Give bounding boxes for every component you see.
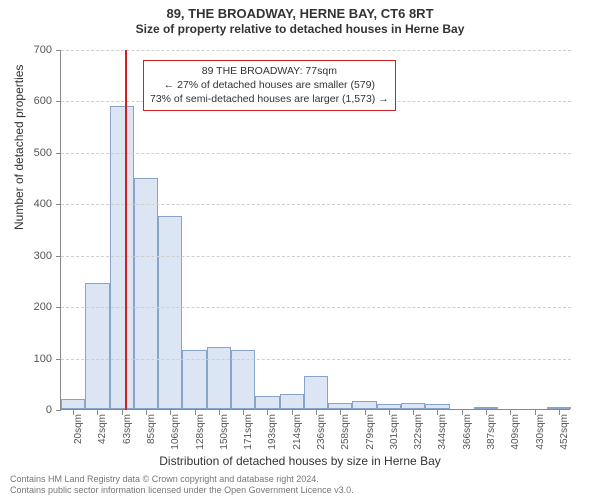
title-line1: 89, THE BROADWAY, HERNE BAY, CT6 8RT — [0, 6, 600, 22]
info-box: 89 THE BROADWAY: 77sqm ← 27% of detached… — [143, 60, 396, 111]
histogram-bar — [280, 394, 304, 409]
histogram-bar — [425, 404, 449, 409]
y-tick-mark — [56, 410, 61, 411]
histogram-bar — [304, 376, 328, 409]
chart-container: 89, THE BROADWAY, HERNE BAY, CT6 8RT Siz… — [0, 0, 600, 500]
y-tick-label: 0 — [0, 404, 52, 416]
histogram-bar — [61, 399, 85, 409]
y-tick-mark — [56, 204, 61, 205]
histogram-bar — [255, 396, 279, 409]
y-tick-mark — [56, 307, 61, 308]
info-box-line1: 89 THE BROADWAY: 77sqm — [150, 64, 389, 78]
histogram-bar — [158, 216, 182, 409]
histogram-bar — [85, 283, 109, 409]
plot-area: 20sqm42sqm63sqm85sqm106sqm128sqm150sqm17… — [60, 50, 570, 410]
y-tick-label: 300 — [0, 250, 52, 262]
gridline — [61, 153, 571, 154]
gridline — [61, 50, 571, 51]
y-tick-label: 400 — [0, 198, 52, 210]
histogram-bar — [377, 404, 401, 409]
chart-title: 89, THE BROADWAY, HERNE BAY, CT6 8RT Siz… — [0, 0, 600, 37]
y-tick-label: 700 — [0, 44, 52, 56]
y-tick-label: 600 — [0, 95, 52, 107]
histogram-bar — [474, 407, 498, 409]
credits-line1: Contains HM Land Registry data © Crown c… — [10, 474, 354, 485]
info-box-line3: 73% of semi-detached houses are larger (… — [150, 92, 389, 106]
histogram-bar — [401, 403, 425, 409]
title-line2: Size of property relative to detached ho… — [0, 22, 600, 37]
property-marker-line — [125, 50, 127, 410]
histogram-bar — [207, 347, 231, 409]
y-tick-mark — [56, 153, 61, 154]
histogram-bar — [547, 407, 571, 409]
credits: Contains HM Land Registry data © Crown c… — [10, 474, 354, 497]
y-tick-mark — [56, 50, 61, 51]
x-axis-title: Distribution of detached houses by size … — [0, 454, 600, 468]
y-tick-mark — [56, 101, 61, 102]
histogram-bar — [110, 106, 134, 409]
y-tick-mark — [56, 256, 61, 257]
credits-line2: Contains public sector information licen… — [10, 485, 354, 496]
y-tick-mark — [56, 359, 61, 360]
gridline — [61, 204, 571, 205]
gridline — [61, 359, 571, 360]
y-tick-label: 100 — [0, 353, 52, 365]
info-box-line2: ← 27% of detached houses are smaller (57… — [150, 78, 389, 92]
histogram-bar — [352, 401, 376, 409]
histogram-bar — [134, 178, 158, 409]
y-tick-label: 200 — [0, 301, 52, 313]
plot-border: 20sqm42sqm63sqm85sqm106sqm128sqm150sqm17… — [60, 50, 570, 410]
histogram-bar — [328, 403, 352, 409]
gridline — [61, 307, 571, 308]
gridline — [61, 256, 571, 257]
y-tick-label: 500 — [0, 147, 52, 159]
